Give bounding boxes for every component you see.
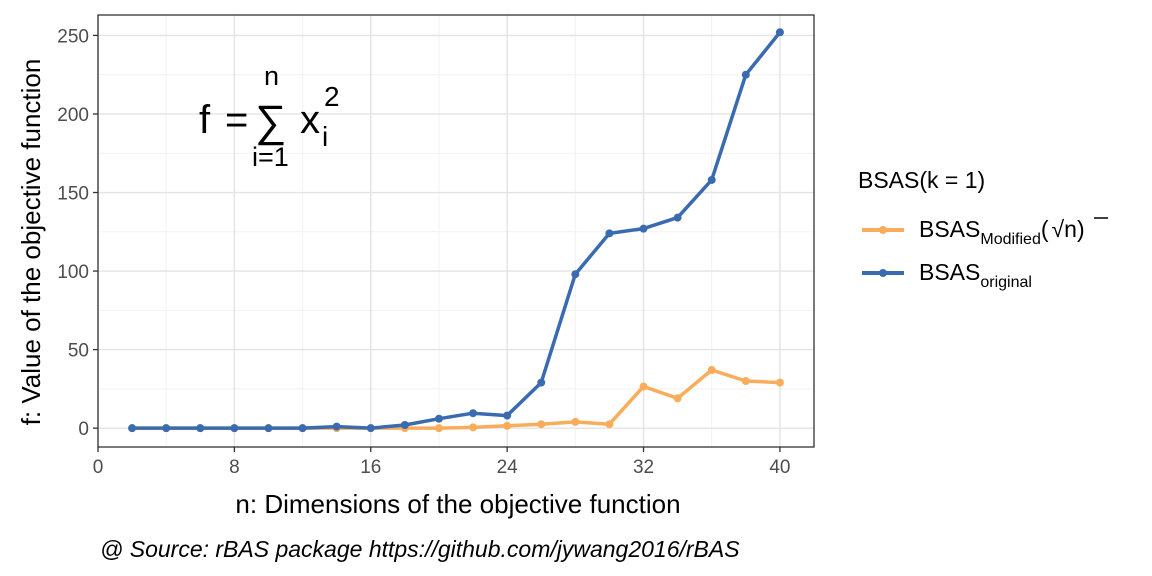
legend-title: BSAS(k = 1) (858, 167, 985, 193)
formula-variable: x (300, 98, 320, 142)
x-tick-label: 40 (769, 457, 790, 478)
x-tick-label: 8 (229, 457, 240, 478)
legend-label-original: BSASoriginal (919, 259, 1032, 291)
series-line-original (130, 30, 782, 430)
formula-upper-limit: n (264, 61, 279, 91)
y-tick-label: 50 (68, 341, 89, 362)
data-point-original (503, 411, 512, 420)
formula-lower-limit: i=1 (252, 142, 289, 172)
series-line-modified (130, 368, 782, 430)
legend-label-modified-open: ( (1041, 216, 1049, 242)
legend-key-point-original (879, 269, 887, 277)
data-point-original (537, 378, 546, 387)
data-point-original (298, 424, 307, 433)
x-tick-label: 16 (360, 457, 381, 478)
formula-f: f (199, 98, 211, 142)
y-tick-label: 150 (57, 184, 89, 205)
data-point-modified (639, 382, 648, 391)
legend-label-original-base: BSAS (919, 259, 980, 285)
data-point-modified (605, 420, 614, 429)
data-point-original (434, 414, 443, 423)
series-layer (128, 28, 784, 433)
x-tick-label: 24 (497, 457, 519, 478)
minor-gridlines (98, 15, 814, 447)
data-point-original (775, 28, 784, 37)
formula-superscript: 2 (324, 81, 340, 112)
formula-annotation: f = ∑ n i=1 x 2 i (199, 61, 340, 172)
data-point-original (707, 175, 716, 184)
data-point-modified (673, 394, 682, 403)
data-point-original (400, 421, 409, 430)
data-point-modified (741, 377, 750, 386)
data-point-modified (775, 378, 784, 387)
formula-sum-symbol: ∑ (255, 97, 286, 146)
data-point-original (128, 424, 137, 433)
data-point-modified (434, 424, 443, 433)
data-point-original (332, 422, 341, 431)
data-point-original (639, 224, 648, 233)
data-point-original (162, 424, 171, 433)
data-point-modified (537, 420, 546, 429)
x-tick-label: 32 (633, 457, 654, 478)
major-gridlines (97, 15, 814, 447)
data-point-modified (707, 366, 716, 375)
formula-equals: = (225, 98, 248, 142)
legend-item-modified: BSASModified(√n) (862, 216, 1108, 248)
x-axis-title: n: Dimensions of the objective function (235, 489, 680, 519)
data-point-original (366, 424, 375, 433)
data-point-modified (469, 423, 478, 432)
y-tick-label: 250 (57, 26, 89, 47)
data-point-modified (503, 421, 512, 430)
ticks-layer: 0 8 16 24 32 40 0 50 100 150 200 250 (57, 26, 790, 478)
x-tick-label: 0 (93, 457, 104, 478)
data-point-original (741, 70, 750, 79)
legend-item-original: BSASoriginal (862, 259, 1032, 291)
legend-label-modified: BSASModified(√n) (919, 216, 1085, 248)
legend-key-point-modified (879, 226, 887, 234)
data-point-original (469, 409, 478, 418)
y-tick-label: 100 (57, 262, 89, 283)
formula-subscript: i (322, 121, 328, 152)
legend-label-original-subscript: original (980, 274, 1032, 291)
y-tick-label: 200 (57, 105, 89, 126)
y-tick-label: 0 (78, 419, 89, 440)
legend-label-modified-subscript: Modified (980, 231, 1040, 248)
data-point-modified (571, 417, 580, 426)
legend: BSAS(k = 1) BSASModified(√n) BSASorigina… (858, 167, 1108, 291)
data-point-original (196, 424, 205, 433)
data-point-original (605, 229, 614, 238)
data-point-original (673, 213, 682, 222)
plot-panel-border (97, 14, 815, 448)
data-point-original (571, 270, 580, 279)
data-point-original (230, 424, 239, 433)
source-caption: @ Source: rBAS package https://github.co… (100, 536, 740, 562)
y-axis-title: f: Value of the objective function (16, 59, 46, 426)
legend-label-modified-base: BSAS (919, 216, 980, 242)
data-point-original (264, 424, 273, 433)
legend-label-modified-radical: √ (1052, 216, 1065, 242)
legend-label-modified-radicand: n (1064, 216, 1077, 242)
legend-label-modified-close: ) (1077, 216, 1085, 242)
